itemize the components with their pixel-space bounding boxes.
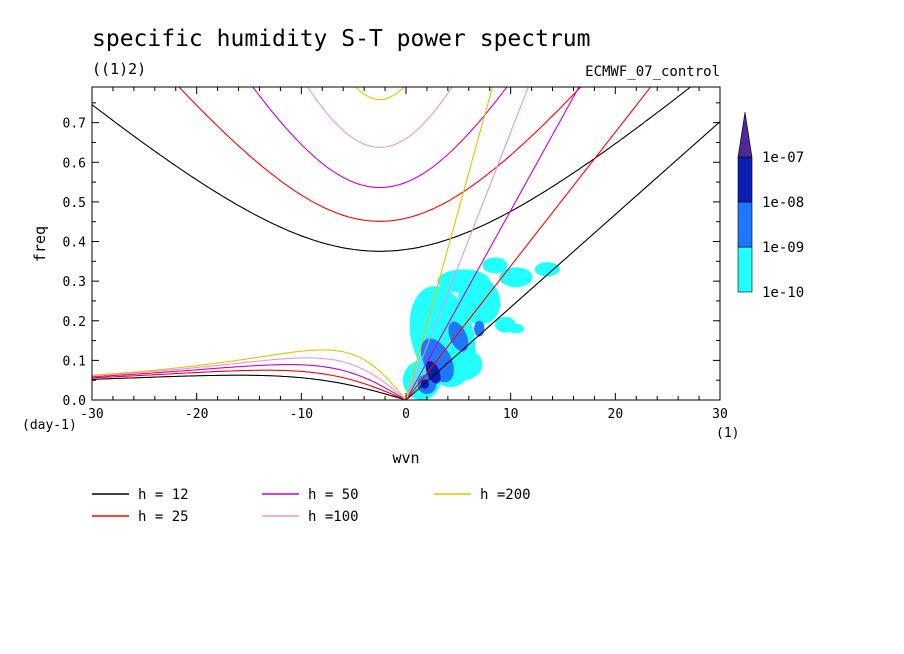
colorbar-segment	[737, 156, 753, 203]
x-tick-label: -30	[80, 407, 103, 422]
curve-h200-rossby	[92, 349, 407, 400]
curve-h25-kelvin	[405, 87, 652, 400]
x-tick-label: -20	[185, 407, 208, 422]
colorbar-label: 1e-10	[762, 285, 804, 301]
shade-blob-7	[444, 348, 483, 381]
x-unit-label: (1)	[716, 426, 739, 441]
curve-h12-gravity	[92, 87, 692, 252]
shade-blob-12	[448, 321, 469, 352]
legend: h = 12 h = 25 h = 50 h =100 h =200	[92, 487, 531, 525]
colorbar-label: 1e-08	[762, 195, 804, 211]
shade-blob-2	[437, 269, 490, 294]
y-tick-label: 0.4	[63, 236, 87, 251]
y-tick-label: 0.0	[63, 394, 86, 409]
colorbar-segment	[737, 246, 753, 293]
legend-label: h = 25	[138, 509, 189, 525]
colorbar-segment	[737, 201, 753, 248]
y-unit-label: (day-1)	[22, 418, 77, 433]
y-tick-label: 0.3	[63, 275, 86, 290]
curve-h100-kelvin	[405, 87, 529, 400]
legend-label: h =200	[480, 487, 531, 503]
x-tick-label: 30	[712, 407, 728, 422]
y-tick-label: 0.6	[63, 156, 86, 171]
legend-label: h = 50	[308, 487, 359, 503]
dispersion-curves	[92, 87, 720, 400]
curve-h200-kelvin	[405, 87, 494, 400]
x-tick-label: 10	[503, 407, 519, 422]
legend-label: h =100	[308, 509, 359, 525]
y-tick-label: 0.2	[63, 315, 86, 330]
shade-blob-4	[534, 262, 560, 277]
y-tick-label: 0.7	[63, 117, 86, 132]
axes: -30 -20 -10 0 10 20 30 0.0 0.1 0.2 0.3 0.4 0.5 0.6 0.7	[63, 87, 728, 422]
curve-h200-gravity	[354, 87, 405, 101]
run-label: ECMWF_07_control	[585, 64, 720, 80]
curve-h50-kelvin	[405, 87, 580, 400]
shade-blob-14	[425, 361, 441, 384]
curve-h12-kelvin	[405, 121, 720, 400]
colorbar-arrow	[737, 111, 753, 158]
y-tick-label: 0.5	[63, 196, 86, 211]
x-tick-label: -10	[290, 407, 313, 422]
shade-blob-5	[482, 257, 508, 274]
curve-h100-rossby	[92, 357, 407, 400]
x-tick-label: 0	[402, 407, 410, 422]
legend-label: h = 12	[138, 487, 189, 503]
y-tick-label: 0.1	[63, 354, 86, 369]
curve-h25-gravity	[178, 87, 582, 222]
curve-h12-rossby	[92, 374, 407, 400]
shade-blob-9	[507, 323, 525, 334]
colorbar-label: 1e-07	[762, 150, 804, 166]
plot-frame	[91, 86, 721, 401]
y-axis-label: freq	[31, 226, 49, 262]
x-tick-label: 20	[608, 407, 624, 422]
colorbar-label: 1e-09	[762, 240, 804, 256]
chart-subtitle: ((1)2)	[92, 60, 146, 78]
x-axis-label: wvn	[392, 449, 419, 467]
curve-h25-rossby	[92, 369, 407, 400]
colorbar: 1e-10 1e-09 1e-08 1e-07	[737, 111, 804, 301]
curve-h100-gravity	[307, 87, 453, 148]
shade-blob-3	[499, 267, 533, 288]
power-shading	[402, 257, 560, 400]
chart-title: specific humidity S-T power spectrum	[92, 26, 591, 52]
curve-h50-gravity	[252, 87, 508, 189]
shade-blob-13	[474, 320, 485, 337]
curve-h50-rossby	[92, 364, 407, 400]
